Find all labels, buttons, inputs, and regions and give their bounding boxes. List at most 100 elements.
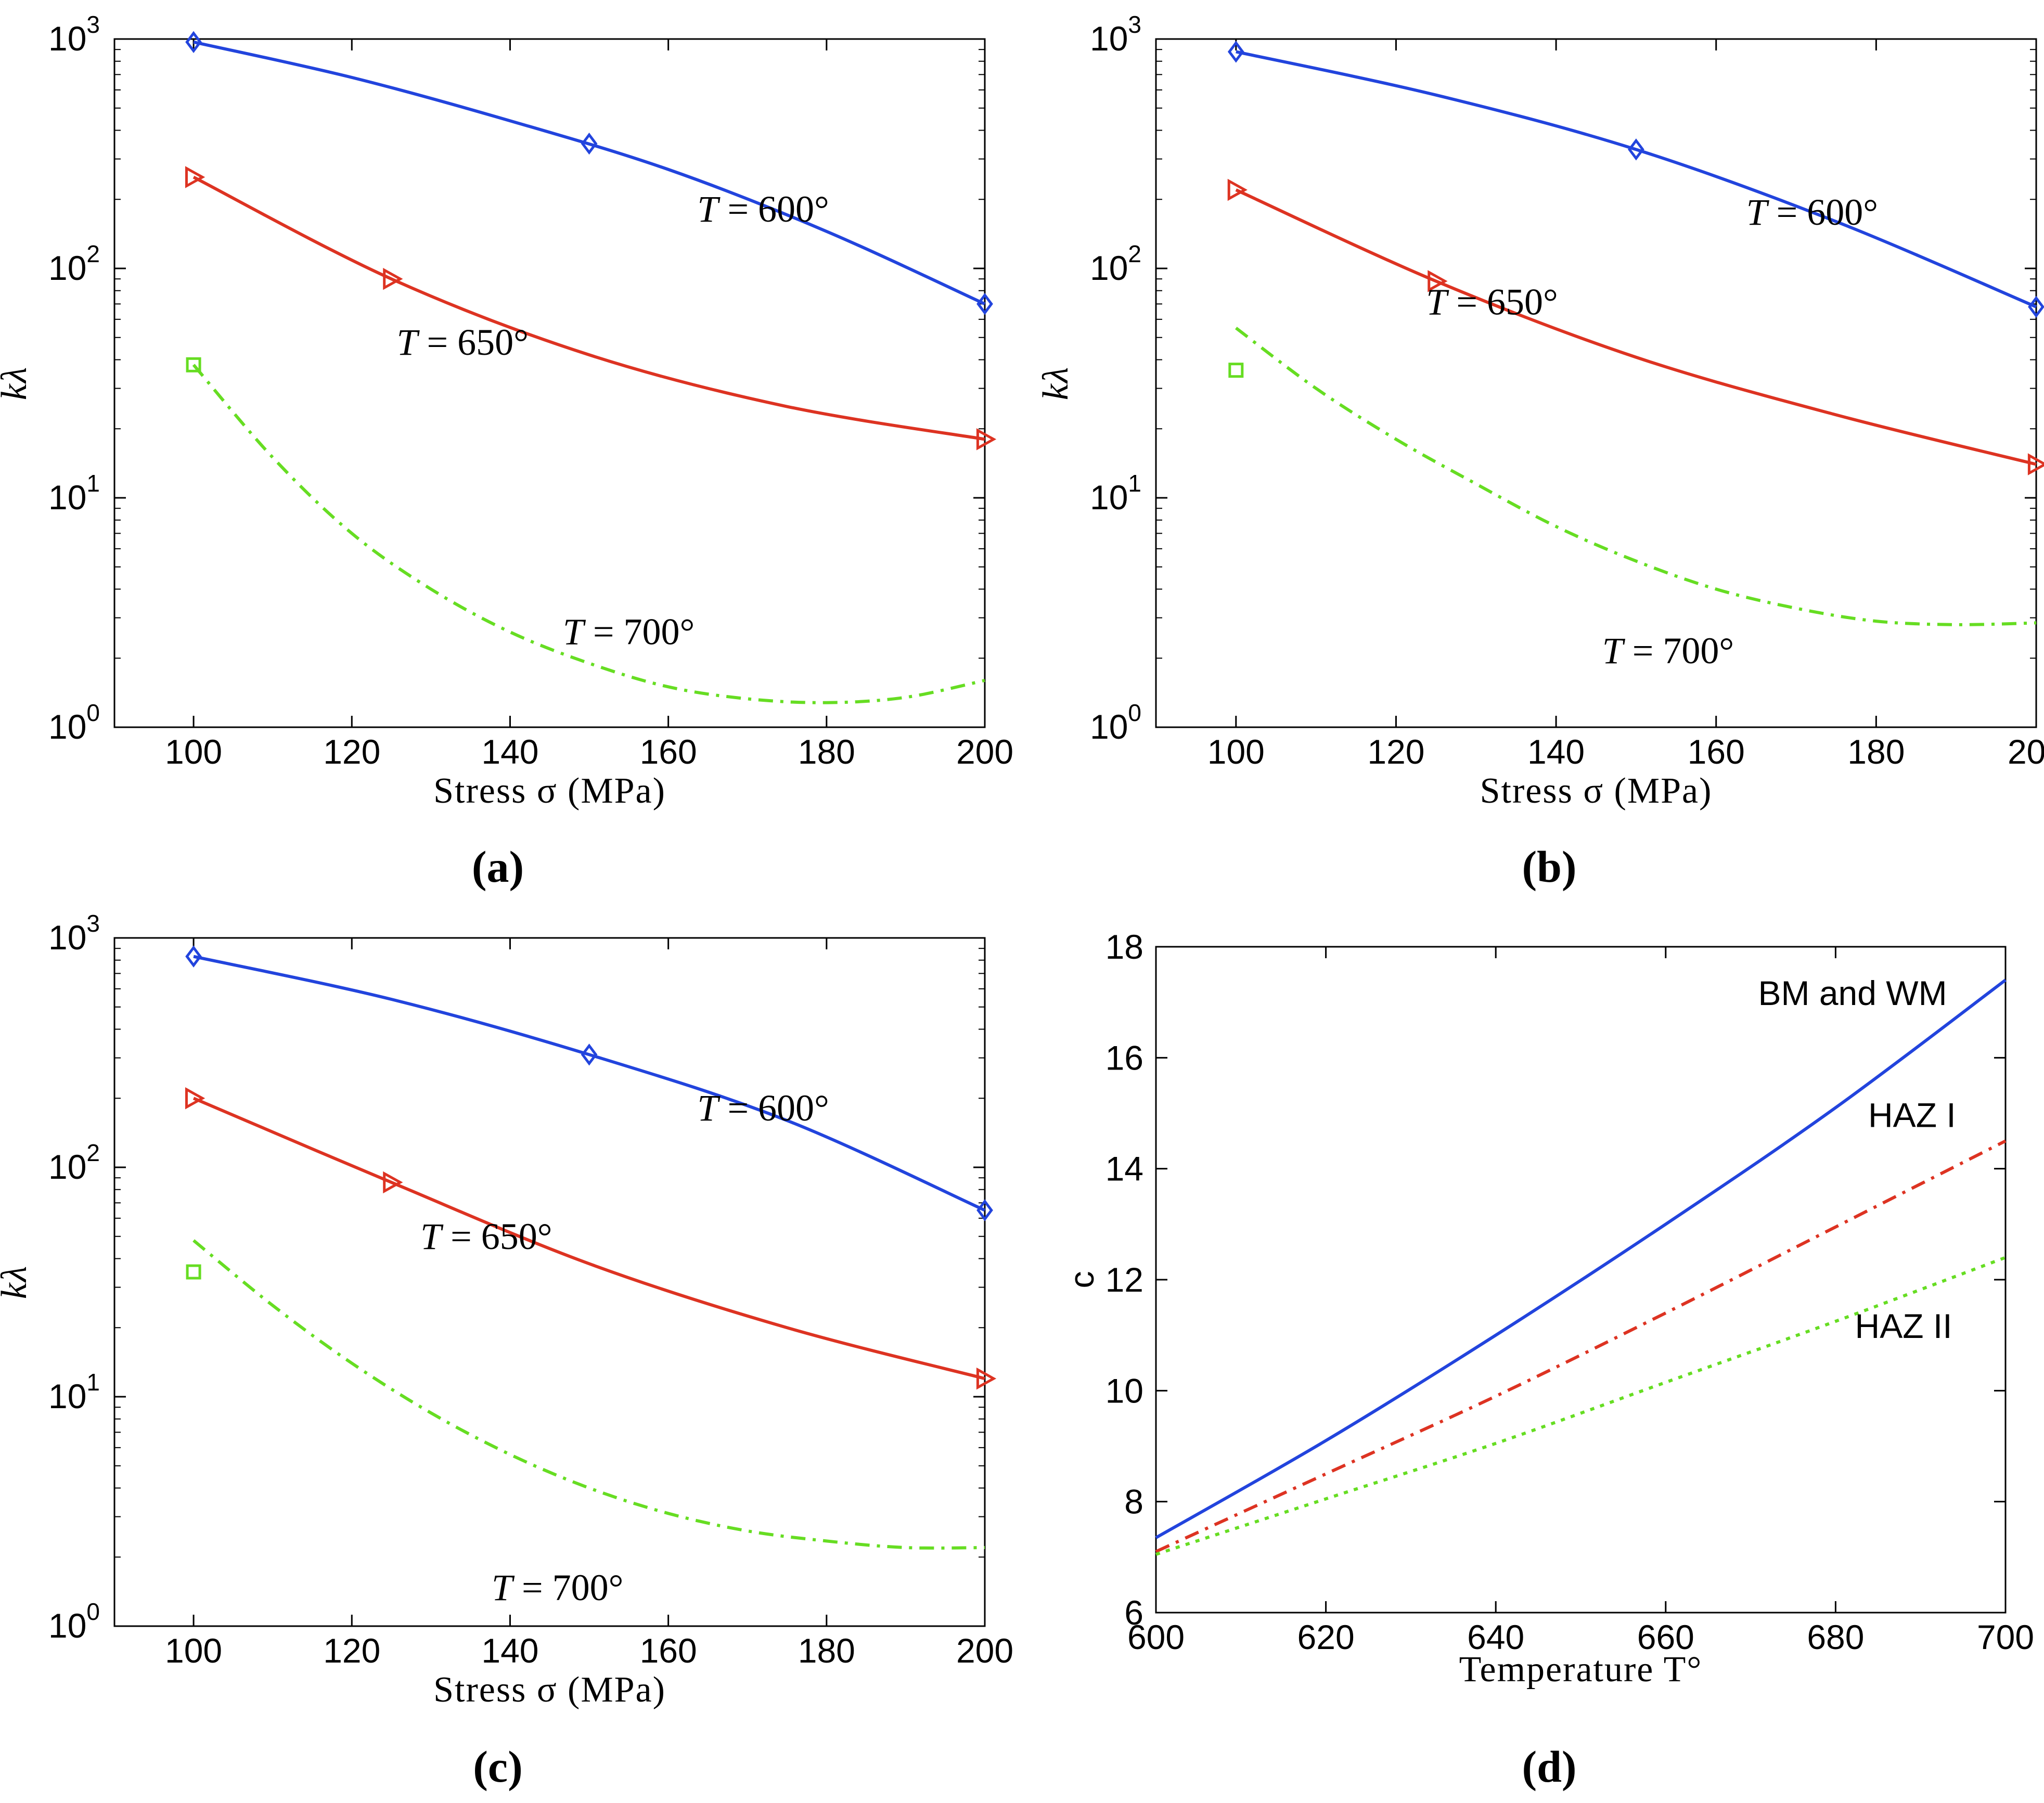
data-point-square [1228,363,1244,378]
x-tick-label: 660 [1637,1618,1694,1656]
x-tick-label: 100 [165,1631,222,1670]
x-tick-label: 100 [1207,732,1265,771]
caption-close: ) [508,1742,523,1792]
series-line-3 [1235,327,2037,626]
annotation-variable: T [1426,281,1449,323]
y-tick-base: 10 [1090,249,1128,287]
data-point-triangle [383,267,403,290]
y-tick-exponent: 2 [86,1139,100,1166]
annotation-variable: T [492,1567,515,1608]
x-axis-label: Stress σ (MPa) [1480,771,1713,811]
y-tick-base: 10 [1090,19,1128,58]
caption-letter: c [488,1742,508,1792]
y-tick-label: 10 [1105,1371,1143,1410]
series-line-3 [1155,1256,2007,1556]
y-axis-label: kλ [0,366,34,400]
y-tick-exponent: 0 [1128,699,1141,726]
series-annotation: HAZ I [1868,1096,1956,1135]
data-point-triangle [1227,178,1248,201]
y-tick-label: 14 [1105,1150,1143,1188]
y-tick-exponent: 1 [1128,470,1141,497]
y-tick-label: 8 [1124,1483,1143,1521]
x-tick-label: 200 [956,732,1013,771]
series-annotation: T = 650° [420,1216,552,1257]
x-tick-label: 100 [165,732,222,771]
series-annotation: T = 650° [1426,281,1558,323]
data-point-triangle [976,428,997,450]
series-line-2 [1155,1139,2007,1553]
data-point-square [186,357,201,372]
y-tick-label: 102 [48,240,100,287]
y-tick-label: 102 [48,1139,100,1186]
annotation-variable: T [420,1216,444,1257]
series-line-3 [192,364,985,704]
y-tick-base: 10 [48,249,86,287]
plot-frame [113,937,986,1627]
x-tick-label: 120 [1367,732,1424,771]
y-tick-exponent: 3 [86,910,100,937]
caption-open: ( [1522,842,1537,892]
data-point-diamond [185,945,202,968]
plot-frame [1155,38,2037,728]
data-point-diamond [1628,138,1644,161]
y-tick-base: 10 [48,1606,86,1645]
series-annotation: BM and WM [1758,974,1947,1012]
plot-frame [113,38,986,728]
x-tick-label: 200 [956,1631,1013,1670]
y-tick-label: 16 [1105,1038,1143,1077]
x-tick-label: 160 [640,1631,697,1670]
y-tick-label: 102 [1090,240,1141,287]
x-axis-label: Temperature T° [1459,1650,1703,1690]
y-tick-exponent: 0 [86,699,100,726]
y-tick-label: 100 [48,1598,100,1645]
panel-d: 600 620 640 660 680 700 6 8 10 12 14 16 18 Temperatur… [1062,928,2034,1792]
annotation-value: = 650° [1447,281,1558,323]
data-point-triangle [2027,453,2044,475]
x-tick-label: 680 [1807,1618,1864,1656]
x-tick-label: 140 [1527,732,1585,771]
annotation-value: = 600° [1767,191,1878,233]
annotation-variable: T [1602,630,1626,672]
data-point-triangle [383,1171,403,1194]
x-tick-label: 140 [481,732,538,771]
series-annotation: HAZ II [1855,1307,1952,1345]
annotation-value: = 650° [418,321,529,363]
annotation-variable: T [396,321,420,363]
y-tick-exponent: 0 [86,1598,100,1625]
y-tick-exponent: 2 [86,240,100,267]
y-tick-exponent: 3 [86,11,100,38]
annotation-variable: T [697,1087,721,1129]
y-tick-label: 12 [1105,1260,1143,1299]
x-tick-label: 120 [323,1631,380,1670]
data-point-diamond [581,1044,598,1066]
caption-open: ( [472,842,487,892]
y-tick-base: 10 [1090,478,1128,517]
annotation-variable: T [1746,191,1770,233]
y-tick-base: 10 [48,707,86,746]
data-point-triangle [1428,270,1448,292]
caption-open: ( [1522,1742,1537,1792]
caption-close: ) [509,842,524,892]
data-point-diamond [581,132,598,155]
y-tick-exponent: 3 [1128,11,1141,38]
x-axis-label: Stress σ (MPa) [433,771,666,811]
y-tick-label: 101 [48,470,100,517]
x-axis-label: Stress σ (MPa) [433,1670,666,1710]
x-tick-label: 120 [323,732,380,771]
panel-caption: (b) [1522,842,1576,892]
x-tick-label: 160 [1688,732,1745,771]
y-axis-label: kλ [0,1265,34,1299]
caption-close: ) [1562,842,1577,892]
y-tick-label: 6 [1124,1593,1143,1632]
y-tick-label: 100 [48,699,100,746]
y-axis-label: kλ [1036,366,1076,400]
annotation-value: = 600° [718,1087,829,1129]
series-line-1 [193,40,986,306]
panel-caption: (c) [473,1742,522,1792]
annotation-variable: T [563,611,586,652]
series-annotation: T = 600° [1746,191,1878,233]
series-annotation: T = 700° [563,611,695,652]
x-tick-label: 180 [1847,732,1905,771]
